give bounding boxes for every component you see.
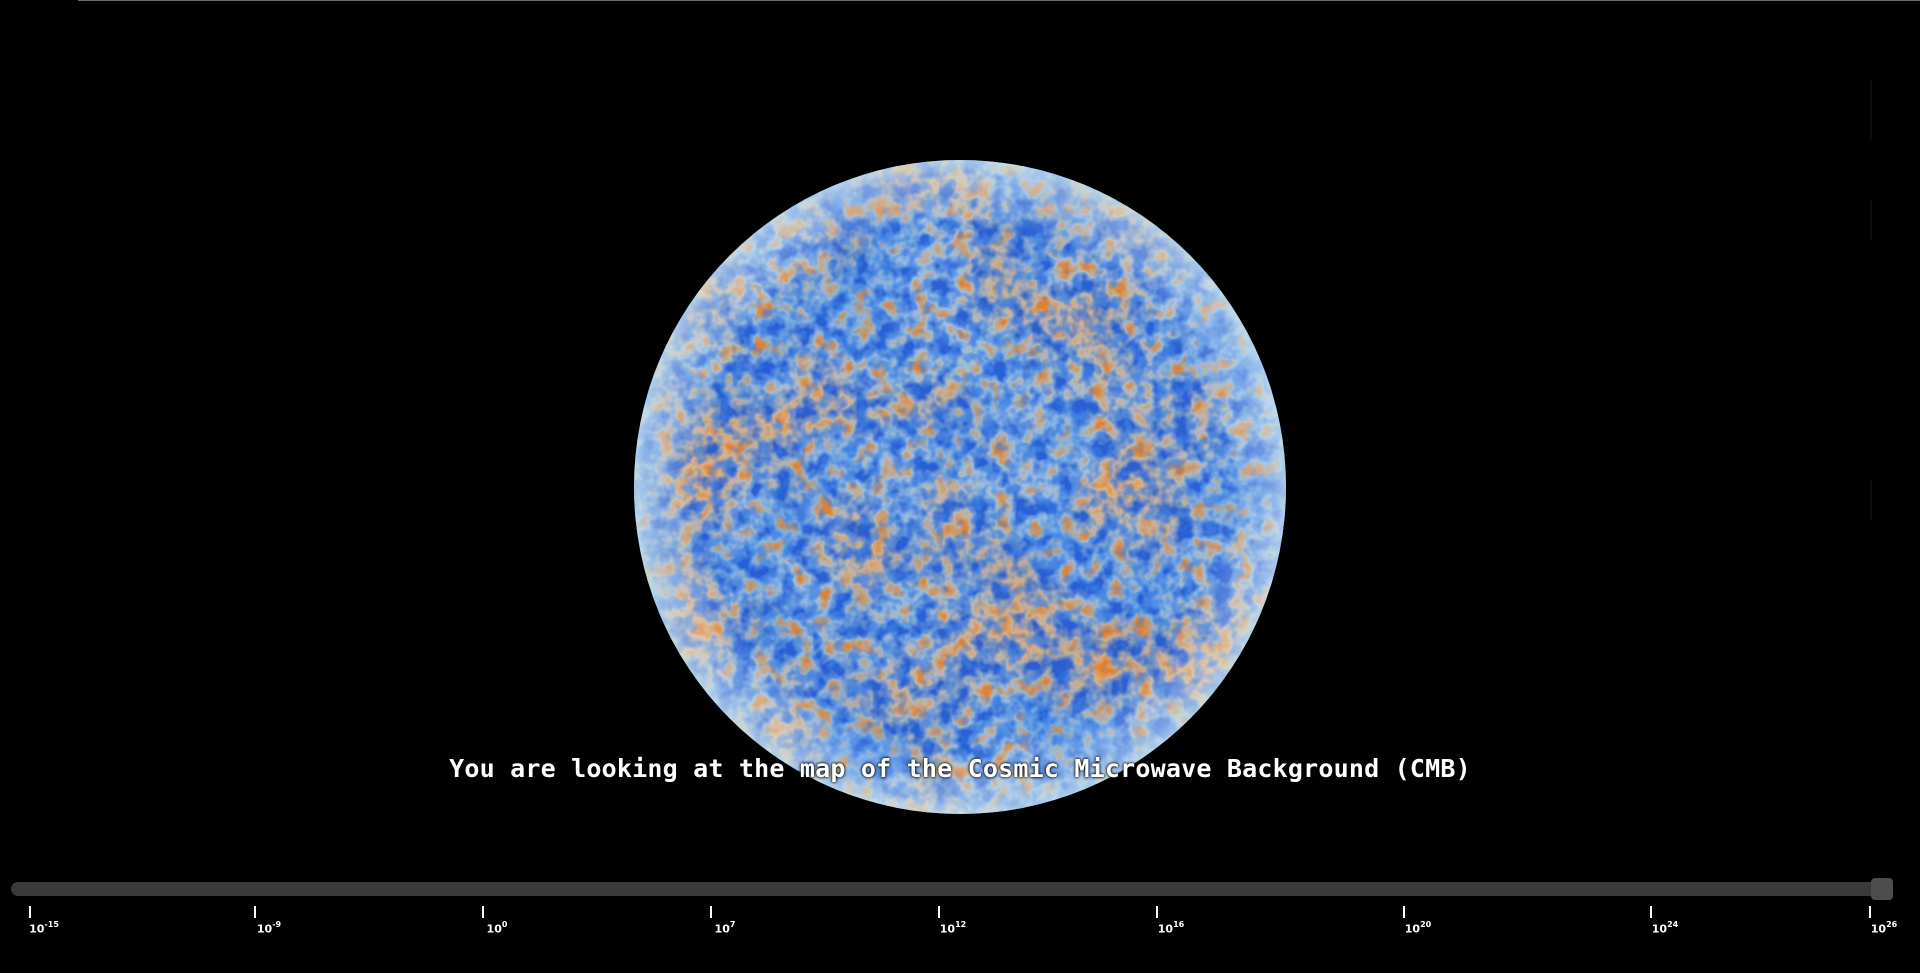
top-edge-line [78, 0, 1920, 1]
scale-tick [1869, 906, 1871, 918]
scale-tick [1156, 906, 1158, 918]
scale-tick-label: 10-9 [256, 920, 282, 936]
scale-tick [29, 906, 31, 918]
scale-tick-label: 107 [714, 920, 736, 936]
scale-tick [938, 906, 940, 918]
scale-tick-label: 100 [486, 920, 508, 936]
cmb-sphere-icon [634, 160, 1286, 814]
scale-tick [254, 906, 256, 918]
scale-slider-thumb[interactable] [1871, 878, 1893, 900]
cmb-globe[interactable] [633, 159, 1287, 815]
right-edge-decoration [1868, 80, 1874, 800]
scale-slider-track[interactable] [11, 878, 1893, 900]
scale-tick-label: 1024 [1651, 920, 1679, 936]
scale-tick-label: 1026 [1870, 920, 1898, 936]
scale-tick-label: 10-15 [29, 920, 59, 936]
cmb-caption: You are looking at the map of the Cosmic… [449, 754, 1471, 783]
scale-tick [710, 906, 712, 918]
scale-tick-label: 1020 [1404, 920, 1432, 936]
scale-tick [1403, 906, 1405, 918]
scale-tick-label: 1012 [939, 920, 967, 936]
scale-tick-label: 1016 [1157, 920, 1185, 936]
scale-tick [1650, 906, 1652, 918]
scale-tick [482, 906, 484, 918]
